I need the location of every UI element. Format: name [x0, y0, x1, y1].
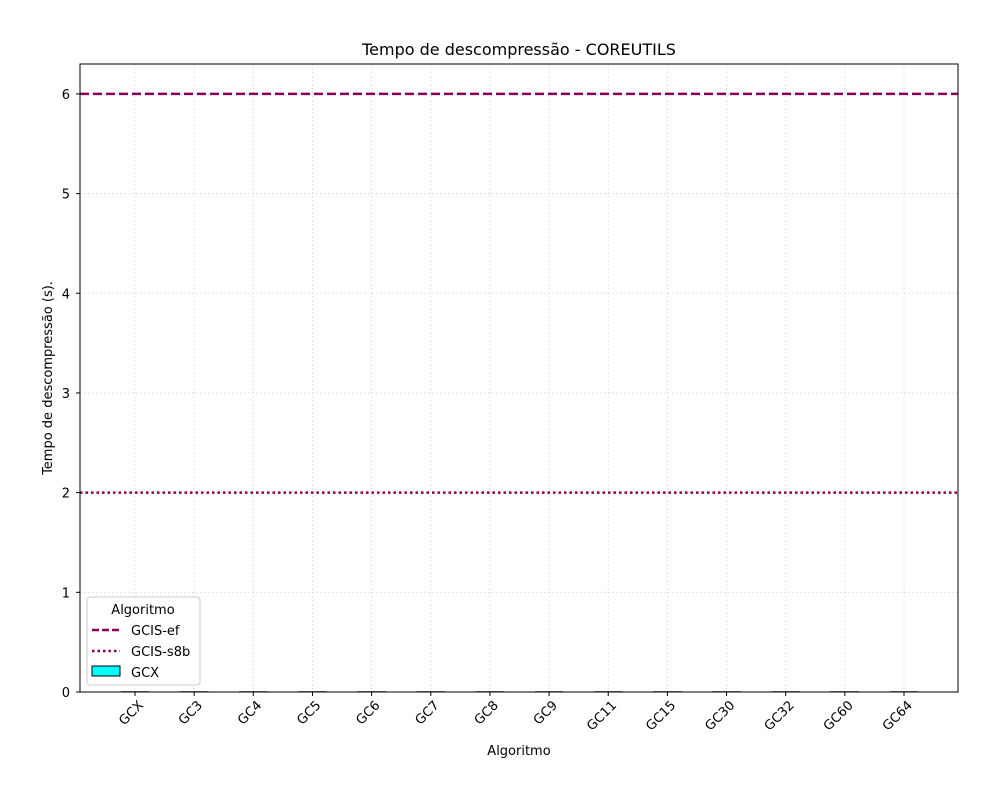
x-tick-label: GC9: [531, 698, 561, 728]
x-tick-label: GC30: [703, 698, 739, 734]
x-tick-label: GC6: [353, 698, 383, 728]
y-tick-label: 4: [62, 287, 70, 302]
y-tick-label: 3: [62, 387, 70, 402]
y-axis-label: Tempo de descompressão (s).: [41, 281, 56, 476]
x-tick-label: GC7: [413, 698, 443, 728]
x-tick-label: GC5: [294, 698, 324, 728]
x-tick-label: GC11: [584, 698, 620, 734]
legend: Algoritmo GCIS-ef GCIS-s8b GCX: [86, 596, 201, 686]
x-tick-label: GC32: [762, 698, 798, 734]
reference-lines: [80, 92, 958, 494]
legend-label-gcis-ef: GCIS-ef: [131, 624, 180, 639]
y-tick-label: 1: [62, 586, 70, 601]
x-tick-label: GC3: [176, 698, 206, 728]
x-tick-label: GC64: [880, 698, 916, 734]
x-tick-label: GC8: [472, 698, 502, 728]
legend-label-gcx: GCX: [131, 666, 159, 681]
legend-title: Algoritmo: [111, 603, 174, 618]
x-tick-label: GC15: [643, 698, 679, 734]
y-tick-label: 5: [62, 188, 70, 203]
x-axis: GCX GC3 GC4 GC5 GC6 GC7 GC8 GC9 GC11 GC15 GC30 GC32…: [116, 692, 916, 734]
x-tick-label: GC60: [821, 698, 857, 734]
x-tick-label: GCX: [116, 698, 147, 729]
y-tick-label: 2: [62, 487, 70, 502]
y-tick-label: 6: [62, 88, 70, 103]
legend-frame: [86, 596, 201, 686]
y-axis: 0 1 2 3 4 5 6: [62, 88, 80, 701]
chart-title: Tempo de descompressão - COREUTILS: [361, 40, 676, 59]
x-tick-label: GC4: [235, 698, 265, 728]
legend-swatch-gcx: [91, 665, 121, 677]
plot-frame: [79, 63, 959, 693]
plot-area: [80, 64, 958, 692]
legend-label-gcis-s8b: GCIS-s8b: [131, 645, 190, 660]
y-tick-label: 0: [62, 686, 70, 701]
grid: [80, 64, 958, 693]
x-axis-label: Algoritmo: [487, 744, 550, 759]
